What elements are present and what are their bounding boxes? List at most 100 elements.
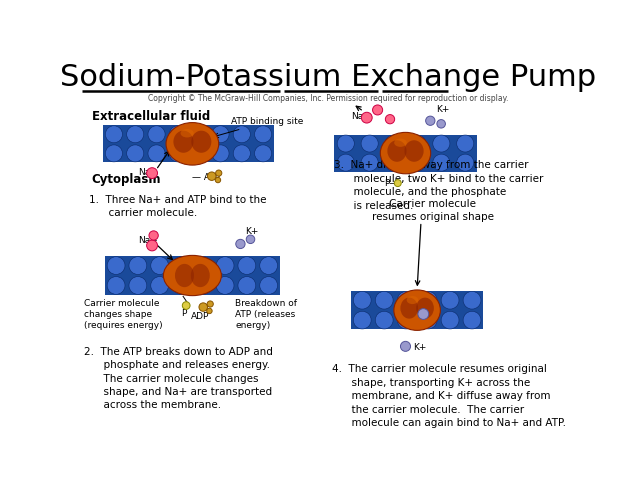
Circle shape bbox=[463, 311, 481, 329]
Text: Carrier molecule
changes shape
(requires energy): Carrier molecule changes shape (requires… bbox=[84, 299, 163, 330]
Text: P—: P— bbox=[384, 180, 398, 188]
Ellipse shape bbox=[394, 139, 407, 147]
Circle shape bbox=[433, 135, 450, 152]
Ellipse shape bbox=[191, 264, 210, 287]
Circle shape bbox=[191, 145, 208, 162]
Circle shape bbox=[212, 126, 229, 143]
Ellipse shape bbox=[406, 296, 419, 304]
Circle shape bbox=[151, 257, 168, 275]
Ellipse shape bbox=[173, 131, 193, 153]
Text: 4.  The carrier molecule resumes original
      shape, transporting K+ across th: 4. The carrier molecule resumes original… bbox=[332, 364, 566, 429]
Circle shape bbox=[129, 276, 147, 294]
Bar bbox=[105, 256, 280, 295]
Circle shape bbox=[191, 126, 208, 143]
Text: K+: K+ bbox=[436, 105, 450, 114]
Circle shape bbox=[457, 135, 474, 152]
Text: 1.  Three Na+ and ATP bind to the
      carrier molecule.: 1. Three Na+ and ATP bind to the carrier… bbox=[90, 195, 267, 218]
Circle shape bbox=[233, 145, 250, 162]
Text: K+: K+ bbox=[245, 227, 259, 236]
Circle shape bbox=[207, 172, 216, 180]
Circle shape bbox=[107, 257, 125, 275]
Circle shape bbox=[195, 276, 212, 294]
Circle shape bbox=[337, 154, 355, 171]
Circle shape bbox=[173, 257, 190, 275]
Circle shape bbox=[238, 276, 256, 294]
Circle shape bbox=[216, 257, 234, 275]
Circle shape bbox=[149, 231, 158, 240]
Circle shape bbox=[238, 257, 256, 275]
Circle shape bbox=[433, 154, 450, 171]
Circle shape bbox=[170, 126, 186, 143]
Text: — ATP: — ATP bbox=[191, 173, 220, 182]
Circle shape bbox=[129, 257, 147, 275]
Circle shape bbox=[375, 291, 393, 309]
Circle shape bbox=[246, 235, 255, 243]
Circle shape bbox=[127, 145, 144, 162]
Ellipse shape bbox=[180, 129, 194, 137]
Circle shape bbox=[195, 257, 212, 275]
Circle shape bbox=[457, 154, 474, 171]
Circle shape bbox=[216, 276, 234, 294]
Circle shape bbox=[107, 276, 125, 294]
Circle shape bbox=[260, 276, 278, 294]
Circle shape bbox=[385, 115, 395, 124]
Circle shape bbox=[375, 311, 393, 329]
Circle shape bbox=[385, 135, 402, 152]
Circle shape bbox=[419, 291, 437, 309]
Circle shape bbox=[216, 170, 222, 176]
Circle shape bbox=[337, 135, 355, 152]
Circle shape bbox=[394, 180, 401, 187]
Circle shape bbox=[437, 120, 445, 128]
Text: 3.  Na+ diffuse away from the carrier
      molecule, two K+ bind to the carrier: 3. Na+ diffuse away from the carrier mol… bbox=[334, 160, 543, 211]
Bar bbox=[103, 125, 274, 162]
Circle shape bbox=[147, 240, 157, 251]
Ellipse shape bbox=[404, 140, 424, 162]
Text: Extracellular fluid: Extracellular fluid bbox=[92, 110, 210, 123]
Circle shape bbox=[106, 126, 122, 143]
Bar bbox=[351, 291, 483, 329]
Text: Na+: Na+ bbox=[138, 236, 158, 245]
Circle shape bbox=[255, 126, 271, 143]
Circle shape bbox=[353, 291, 371, 309]
Bar bbox=[334, 134, 477, 171]
Circle shape bbox=[385, 154, 402, 171]
Ellipse shape bbox=[191, 131, 211, 153]
Ellipse shape bbox=[387, 140, 406, 162]
Ellipse shape bbox=[166, 122, 219, 165]
Circle shape bbox=[441, 291, 459, 309]
Circle shape bbox=[127, 126, 144, 143]
Circle shape bbox=[401, 341, 410, 351]
Circle shape bbox=[426, 116, 435, 125]
Circle shape bbox=[362, 112, 372, 123]
Circle shape bbox=[151, 276, 168, 294]
Text: P: P bbox=[181, 309, 186, 318]
Text: Na+: Na+ bbox=[138, 168, 158, 177]
Circle shape bbox=[255, 145, 271, 162]
Text: K+: K+ bbox=[413, 343, 427, 352]
Circle shape bbox=[353, 311, 371, 329]
Circle shape bbox=[419, 311, 437, 329]
Circle shape bbox=[173, 276, 190, 294]
Circle shape bbox=[170, 145, 186, 162]
Circle shape bbox=[147, 168, 157, 179]
Text: Carrier molecule
resumes original shape: Carrier molecule resumes original shape bbox=[372, 199, 493, 222]
Ellipse shape bbox=[175, 264, 194, 287]
Text: Sodium-Potassium Exchange Pump: Sodium-Potassium Exchange Pump bbox=[60, 63, 596, 92]
Circle shape bbox=[215, 177, 221, 183]
Text: Copyright © The McGraw-Hill Companies, Inc. Permission required for reproduction: Copyright © The McGraw-Hill Companies, I… bbox=[148, 94, 508, 103]
Circle shape bbox=[106, 145, 122, 162]
Circle shape bbox=[397, 311, 415, 329]
Text: 2.  The ATP breaks down to ADP and
      phosphate and releases energy.
      Th: 2. The ATP breaks down to ADP and phosph… bbox=[84, 347, 273, 410]
Circle shape bbox=[260, 257, 278, 275]
Circle shape bbox=[207, 301, 213, 307]
Circle shape bbox=[212, 145, 229, 162]
Ellipse shape bbox=[416, 298, 434, 319]
Circle shape bbox=[148, 126, 165, 143]
Circle shape bbox=[441, 311, 459, 329]
Circle shape bbox=[199, 303, 207, 312]
Circle shape bbox=[418, 309, 429, 319]
Circle shape bbox=[361, 154, 378, 171]
Circle shape bbox=[148, 145, 165, 162]
Ellipse shape bbox=[380, 132, 431, 174]
Ellipse shape bbox=[163, 255, 221, 296]
